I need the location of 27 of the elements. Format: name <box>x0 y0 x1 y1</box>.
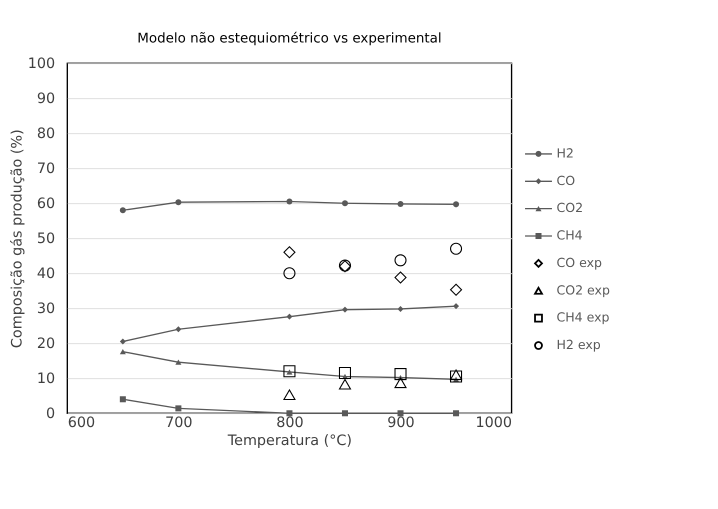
legend-label: CH4 exp <box>556 310 610 325</box>
y-tick-label: 10 <box>36 371 56 388</box>
legend-label: H2 <box>556 145 574 160</box>
legend-label: H2 exp <box>556 337 601 352</box>
y-axis-title: Composição gás produção (%) <box>10 129 26 348</box>
legend-label: CO2 exp <box>556 282 610 298</box>
x-tick-label: 1000 <box>475 415 512 432</box>
y-tick-label: 40 <box>36 266 56 282</box>
x-tick-label: 700 <box>165 415 193 432</box>
legend-label: CH4 <box>556 228 583 243</box>
x-tick-label: 800 <box>276 415 304 432</box>
chart-title: Modelo não estequiométrico vs experimental <box>137 32 442 47</box>
x-tick-label: 900 <box>387 415 415 432</box>
y-tick-label: 30 <box>36 301 56 318</box>
legend-label: CO <box>556 172 576 188</box>
legend-label: CO exp <box>556 254 602 270</box>
y-tick-label: 60 <box>36 196 56 212</box>
legend-label: CO2 <box>556 200 584 216</box>
x-tick-label: 600 <box>68 415 96 432</box>
y-tick-label: 0 <box>46 406 56 422</box>
y-tick-label: 80 <box>36 126 56 142</box>
y-tick-label: 100 <box>28 56 56 72</box>
y-tick-label: 20 <box>36 336 56 352</box>
y-tick-label: 70 <box>36 161 56 178</box>
y-tick-label: 50 <box>36 231 56 248</box>
x-axis-title: Temperatura (°C) <box>226 433 352 450</box>
y-tick-label: 90 <box>36 91 56 108</box>
